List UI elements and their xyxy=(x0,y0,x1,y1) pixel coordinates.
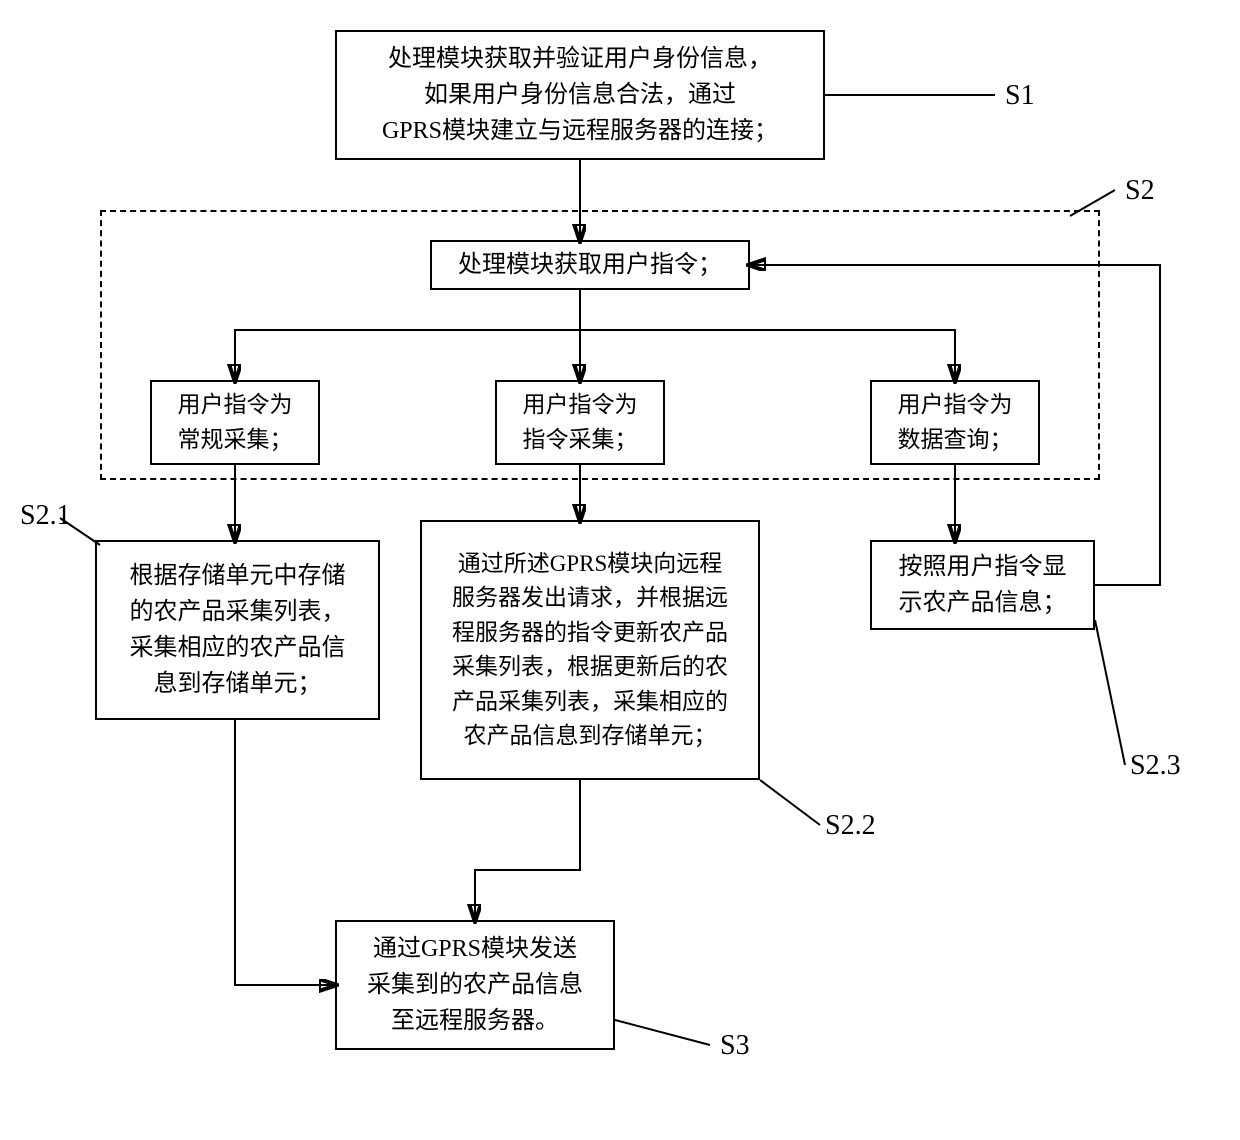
node-s23-text: 按照用户指令显示农产品信息； xyxy=(899,549,1067,621)
node-opt-regular: 用户指令为常规采集； xyxy=(150,380,320,465)
node-s21: 根据存储单元中存储的农产品采集列表，采集相应的农产品信息到存储单元； xyxy=(95,540,380,720)
label-s22: S2.2 xyxy=(825,810,876,842)
node-s22-text: 通过所述GPRS模块向远程服务器发出请求，并根据远程服务器的指令更新农产品采集列… xyxy=(452,547,728,754)
node-s22: 通过所述GPRS模块向远程服务器发出请求，并根据远程服务器的指令更新农产品采集列… xyxy=(420,520,760,780)
node-opt-query-text: 用户指令为数据查询； xyxy=(898,388,1013,457)
node-s21-text: 根据存储单元中存储的农产品采集列表，采集相应的农产品信息到存储单元； xyxy=(130,558,346,702)
node-s2-get-text: 处理模块获取用户指令； xyxy=(458,247,722,283)
label-s2: S2 xyxy=(1125,175,1155,207)
node-opt-query: 用户指令为数据查询； xyxy=(870,380,1040,465)
node-s3: 通过GPRS模块发送采集到的农产品信息至远程服务器。 xyxy=(335,920,615,1050)
node-opt-command-text: 用户指令为指令采集； xyxy=(523,388,638,457)
flowchart-canvas: 处理模块获取并验证用户身份信息，如果用户身份信息合法，通过GPRS模块建立与远程… xyxy=(0,0,1240,1140)
node-s2-get: 处理模块获取用户指令； xyxy=(430,240,750,290)
label-s23: S2.3 xyxy=(1130,750,1181,782)
node-s3-text: 通过GPRS模块发送采集到的农产品信息至远程服务器。 xyxy=(367,931,583,1039)
node-opt-command: 用户指令为指令采集； xyxy=(495,380,665,465)
label-s3: S3 xyxy=(720,1030,750,1062)
node-s1: 处理模块获取并验证用户身份信息，如果用户身份信息合法，通过GPRS模块建立与远程… xyxy=(335,30,825,160)
node-opt-regular-text: 用户指令为常规采集； xyxy=(178,388,293,457)
label-s1: S1 xyxy=(1005,80,1035,112)
node-s1-text: 处理模块获取并验证用户身份信息，如果用户身份信息合法，通过GPRS模块建立与远程… xyxy=(382,41,778,149)
label-s21: S2.1 xyxy=(20,500,71,532)
node-s23: 按照用户指令显示农产品信息； xyxy=(870,540,1095,630)
